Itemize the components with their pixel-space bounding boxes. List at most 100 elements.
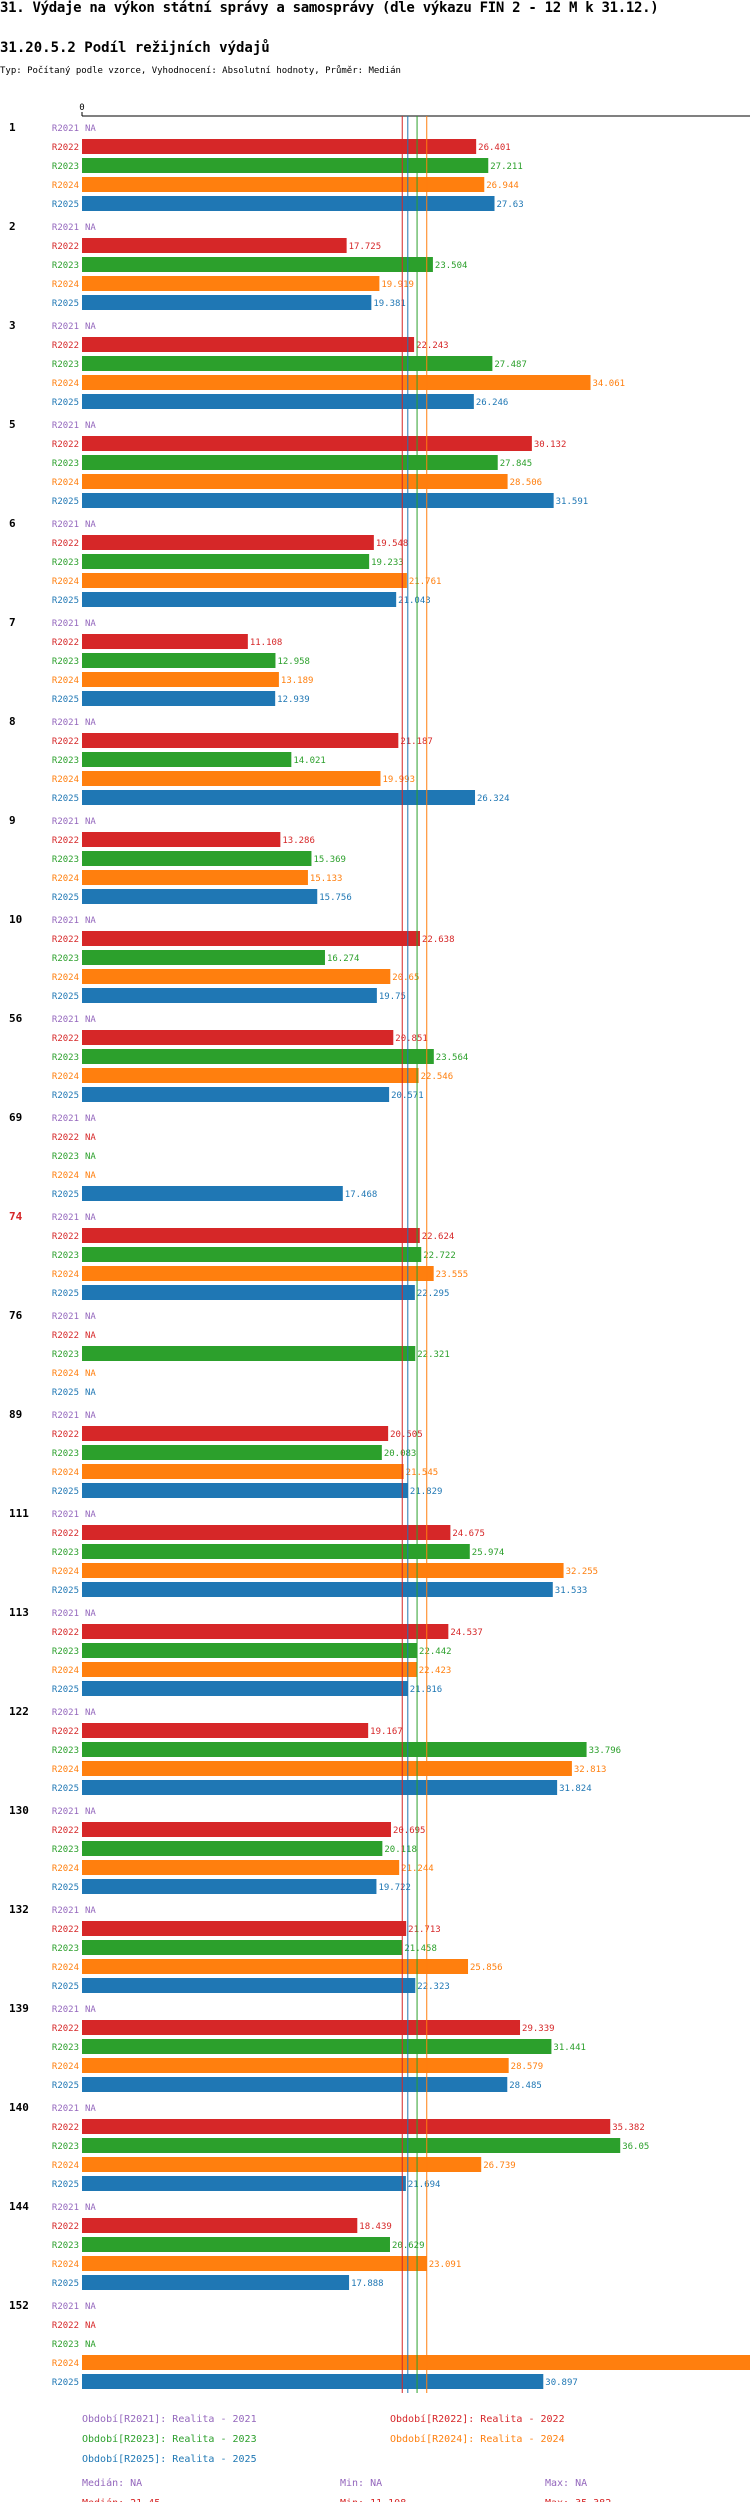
series-label: R2023 <box>52 162 79 172</box>
bar <box>82 1921 407 1936</box>
data-label: 19.167 <box>370 1727 403 1737</box>
bar <box>82 238 347 253</box>
group-label: 3 <box>9 319 16 332</box>
data-label: 19.993 <box>382 775 415 785</box>
data-label: 21.816 <box>410 1685 443 1695</box>
series-label: R2024 <box>52 1765 79 1775</box>
series-label: R2022 <box>52 1232 79 1242</box>
series-label: R2023 <box>52 1350 79 1360</box>
group-label: 152 <box>9 2299 29 2312</box>
data-label: 17.725 <box>349 242 382 252</box>
bar <box>82 634 248 649</box>
series-label: R2021 <box>52 1312 79 1322</box>
series-label: R2022 <box>52 2222 79 2232</box>
bar <box>82 1464 404 1479</box>
legend-item: Období[R2021]: Realita - 2021 <box>82 2413 257 2425</box>
na-label: NA <box>85 322 96 332</box>
data-label: 20.65 <box>392 973 419 983</box>
series-label: R2025 <box>52 893 79 903</box>
series-label: R2021 <box>52 1510 79 1520</box>
series-label: R2022 <box>52 341 79 351</box>
series-label: R2023 <box>52 657 79 667</box>
bar <box>82 950 325 965</box>
series-label: R2025 <box>52 398 79 408</box>
series-label: R2022 <box>52 737 79 747</box>
data-label: 13.189 <box>281 676 314 686</box>
bar <box>82 2020 521 2035</box>
bar <box>82 1879 377 1894</box>
legend-item: Období[R2022]: Realita - 2022 <box>390 2413 565 2425</box>
series-label: R2024 <box>52 379 79 389</box>
data-label: 12.958 <box>277 657 310 667</box>
series-label: R2025 <box>52 2180 79 2190</box>
series-label: R2023 <box>52 756 79 766</box>
series-label: R2025 <box>52 596 79 606</box>
series-label: R2021 <box>52 718 79 728</box>
bar <box>82 889 318 904</box>
na-label: NA <box>85 520 96 530</box>
series-label: R2022 <box>52 1133 79 1143</box>
data-label: 22.722 <box>423 1251 456 1261</box>
bar <box>82 931 420 946</box>
series-label: R2022 <box>52 1727 79 1737</box>
bar <box>82 592 397 607</box>
data-label: 27.845 <box>500 459 533 469</box>
series-label: R2024 <box>52 1864 79 1874</box>
bar <box>82 1940 403 1955</box>
na-label: NA <box>85 1510 96 1520</box>
data-label: 20.118 <box>384 1845 417 1855</box>
bar <box>82 1959 469 1974</box>
bar <box>82 1860 400 1875</box>
series-label: R2021 <box>52 1609 79 1619</box>
data-label: 11.108 <box>250 638 283 648</box>
data-label: 23.564 <box>436 1053 469 1063</box>
bar <box>82 455 498 470</box>
bar <box>82 356 493 371</box>
data-label: 26.739 <box>483 2161 516 2171</box>
series-label: R2022 <box>52 2024 79 2034</box>
data-label: 21.713 <box>408 1925 441 1935</box>
bar <box>82 139 477 154</box>
series-label: R2023 <box>52 261 79 271</box>
stat-median: Medián: NA <box>82 2477 142 2489</box>
data-label: 22.442 <box>419 1647 452 1657</box>
series-label: R2023 <box>52 1944 79 1954</box>
bar <box>82 2058 509 2073</box>
data-label: 19.381 <box>373 299 406 309</box>
group-label: 9 <box>9 814 16 827</box>
data-label: 21.458 <box>404 1944 437 1954</box>
series-label: R2022 <box>52 539 79 549</box>
group-label: 89 <box>9 1408 22 1421</box>
bar <box>82 535 374 550</box>
na-label: NA <box>85 1171 96 1181</box>
group-label: 69 <box>9 1111 22 1124</box>
data-label: 26.246 <box>476 398 509 408</box>
series-label: R2025 <box>52 1487 79 1497</box>
bar <box>82 573 407 588</box>
na-label: NA <box>85 2340 96 2350</box>
series-label: R2023 <box>52 558 79 568</box>
data-label: 32.255 <box>566 1567 599 1577</box>
na-label: NA <box>85 916 96 926</box>
series-label: R2025 <box>52 1190 79 1200</box>
bar <box>82 969 391 984</box>
series-label: R2022 <box>52 1826 79 1836</box>
data-label: 22.423 <box>419 1666 452 1676</box>
series-label: R2021 <box>52 2104 79 2114</box>
x-axis-tick-label: 0 <box>79 103 84 113</box>
data-label: 29.339 <box>522 2024 555 2034</box>
bar <box>82 1525 451 1540</box>
na-label: NA <box>85 1807 96 1817</box>
group-label: 5 <box>9 418 16 431</box>
data-label: 30.897 <box>545 2378 578 2388</box>
bar <box>82 295 372 310</box>
data-label: 31.824 <box>559 1784 592 1794</box>
data-label: 21.043 <box>398 596 431 606</box>
bar <box>82 394 474 409</box>
na-label: NA <box>85 1906 96 1916</box>
bar <box>82 2355 750 2370</box>
series-label: R2023 <box>52 1251 79 1261</box>
data-label: 13.286 <box>282 836 315 846</box>
bar <box>82 1426 389 1441</box>
bar <box>82 1346 416 1361</box>
